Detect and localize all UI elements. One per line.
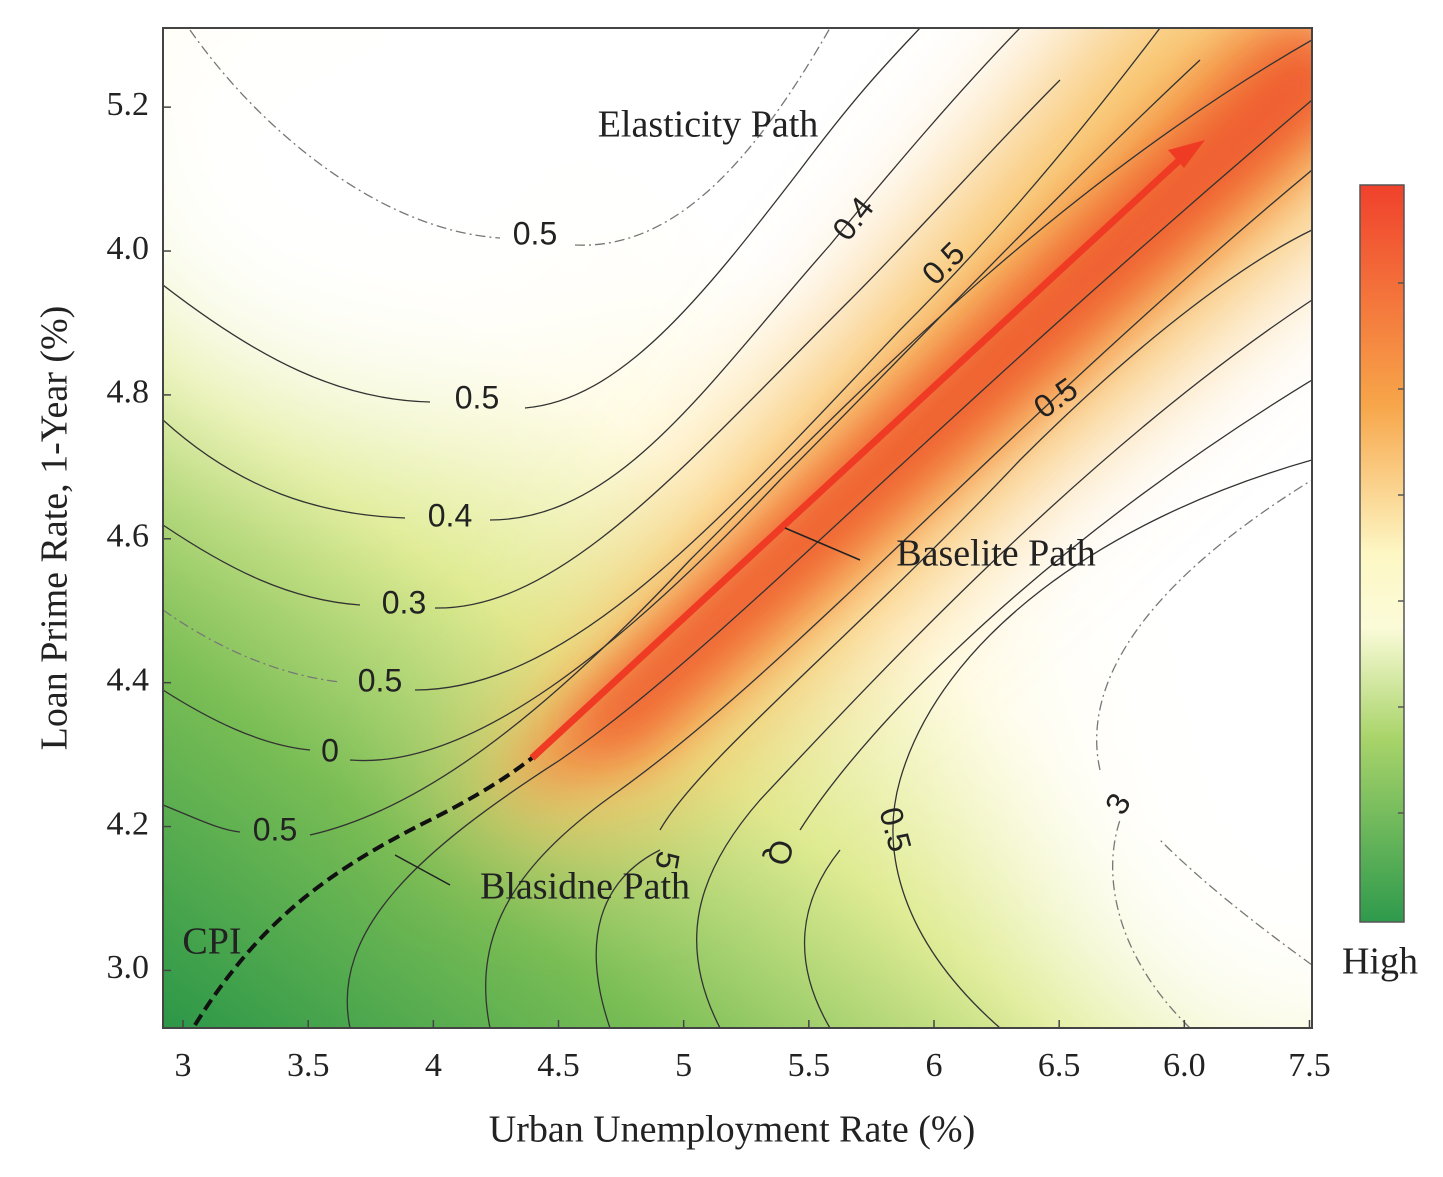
x-tick-label: 7.5 (1288, 1047, 1331, 1084)
leader-line (784, 527, 861, 561)
contour-lines (163, 28, 1312, 1028)
contour-label: 0.5 (513, 215, 557, 251)
heatmap (163, 28, 1312, 1028)
baseline-arrow (529, 152, 1188, 761)
x-tick-label: 3 (175, 1047, 192, 1084)
y-tick-label: 4.0 (107, 230, 150, 267)
leader-line (394, 854, 451, 886)
y-tick-label: 4.4 (107, 661, 150, 698)
x-tick-label: 4.5 (537, 1047, 580, 1084)
y-tick-label: 4.6 (107, 518, 150, 555)
annotation: Elasticity Path (598, 104, 819, 146)
x-tick-label: 4 (425, 1047, 442, 1084)
contour-label: 5 (648, 849, 687, 873)
contour-label: 0.5 (253, 811, 297, 847)
colorbar-fill (1359, 184, 1405, 923)
y-tick-label: 3.0 (107, 949, 150, 986)
y-tick-label: 5.2 (107, 86, 150, 123)
contour-label: 0.4 (428, 497, 472, 533)
x-axis-label: Urban Unemployment Rate (%) (489, 1109, 975, 1151)
y-axis-label: Loan Prime Rate, 1-Year (%) (34, 306, 76, 751)
arrow-head (1168, 140, 1205, 168)
annotation: CPI (182, 921, 241, 963)
x-tick-label: 5 (675, 1047, 692, 1084)
colorbar: High (1342, 184, 1418, 983)
annotation: Blasidne Path (480, 866, 690, 908)
annotations: Elasticity Path Baselite Path Blasidne P… (182, 104, 1095, 963)
y-tick-label: 4.8 (107, 374, 150, 411)
contour-labels: 0.5 0.4 0.5 0.5 0.5 0.4 0.3 0.5 0 0.5 5 … (253, 190, 1138, 873)
x-tick-label: 3.5 (287, 1047, 330, 1084)
contour-label: 0.5 (455, 379, 499, 415)
contour-label: 0.5 (358, 662, 402, 698)
x-tick-label: 6.0 (1163, 1047, 1206, 1084)
x-tick-label: 6.5 (1038, 1047, 1081, 1084)
annotation: Baselite Path (896, 533, 1095, 575)
contour-label: 0 (321, 732, 339, 768)
colorbar-label: High (1342, 941, 1418, 983)
contour-label: 0.3 (382, 584, 426, 620)
x-tick-label: 6 (926, 1047, 943, 1084)
y-tick-label: 4.2 (107, 805, 150, 842)
cpi-path (193, 756, 534, 1027)
plot-frame (162, 27, 1313, 1029)
x-tick-label: 5.5 (788, 1047, 831, 1084)
